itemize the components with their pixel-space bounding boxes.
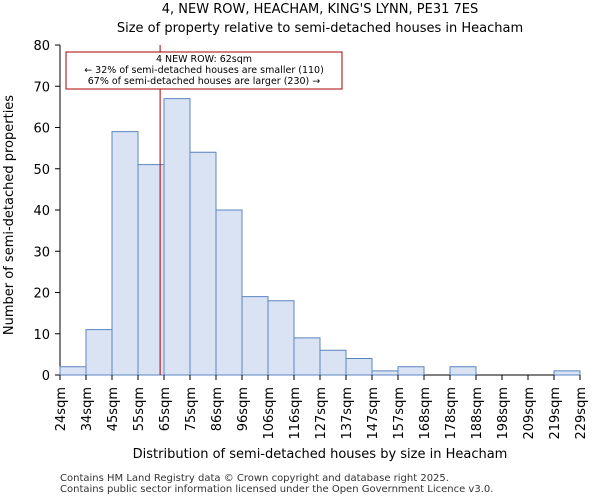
x-tick-label: 86sqm	[210, 387, 225, 431]
x-tick-label: 127sqm	[314, 387, 329, 440]
x-tick-label: 209sqm	[522, 387, 537, 440]
x-tick-label: 157sqm	[392, 387, 407, 440]
histogram-bar	[241, 296, 269, 376]
histogram-bar	[111, 131, 139, 376]
chart-subtitle: Size of property relative to semi-detach…	[117, 21, 523, 36]
x-tick-label: 45sqm	[106, 387, 121, 431]
histogram-bar	[345, 358, 373, 376]
footer-licence: Contains public sector information licen…	[60, 484, 494, 495]
y-tick-label: 30	[33, 245, 50, 260]
histogram-bar	[85, 329, 113, 376]
x-tick-label: 24sqm	[54, 387, 69, 431]
x-tick-label: 65sqm	[158, 387, 173, 431]
y-axis-label: Number of semi-detached properties	[2, 95, 17, 335]
x-tick-label: 198sqm	[496, 387, 511, 440]
x-tick-label: 34sqm	[80, 387, 95, 431]
annotation-line: ← 32% of semi-detached houses are smalle…	[84, 65, 324, 76]
histogram-bar	[267, 300, 295, 376]
histogram-bar	[163, 98, 191, 376]
x-tick-label: 219sqm	[548, 387, 563, 440]
histogram-bar	[553, 370, 581, 376]
annotation-box	[65, 51, 343, 90]
footer-copyright: Contains HM Land Registry data © Crown c…	[60, 473, 449, 484]
histogram-bar	[449, 366, 477, 376]
histogram-bar	[293, 337, 321, 376]
annotation-line: 67% of semi-detached houses are larger (…	[88, 76, 321, 87]
x-tick-label: 137sqm	[340, 387, 355, 440]
y-tick-label: 80	[33, 39, 50, 54]
x-tick-label: 96sqm	[236, 387, 251, 431]
x-tick-label: 147sqm	[366, 387, 381, 440]
y-tick-label: 60	[33, 122, 50, 137]
x-tick-label: 178sqm	[444, 387, 459, 440]
histogram-bar	[189, 151, 217, 376]
x-tick-label: 106sqm	[262, 387, 277, 440]
x-tick-label: 55sqm	[132, 387, 147, 431]
x-axis-label: Distribution of semi-detached houses by …	[133, 447, 508, 462]
y-tick-label: 10	[33, 328, 50, 343]
y-tick-label: 0	[42, 369, 50, 384]
histogram-bar	[215, 209, 243, 376]
histogram-bar	[371, 370, 399, 376]
y-tick-label: 40	[33, 204, 50, 219]
histogram-bar	[319, 349, 347, 376]
x-tick-label: 75sqm	[184, 387, 199, 431]
x-tick-label: 116sqm	[288, 387, 303, 440]
plot-area: 0 10 20 30 40 50 60 70 80 24sqm 34sqm 45sqm 55sqm 65s…	[33, 39, 589, 440]
histogram-bar	[397, 366, 425, 376]
y-tick-label: 20	[33, 287, 50, 302]
y-tick-label: 50	[33, 163, 50, 178]
x-tick-label: 168sqm	[418, 387, 433, 440]
x-tick-label: 229sqm	[574, 387, 589, 440]
y-tick-label: 70	[33, 80, 50, 95]
histogram-bar	[59, 366, 87, 376]
annotation-line: 4 NEW ROW: 62sqm	[156, 54, 252, 65]
x-tick-label: 188sqm	[470, 387, 485, 440]
chart-title: 4, NEW ROW, HEACHAM, KING'S LYNN, PE31 7…	[162, 2, 478, 17]
